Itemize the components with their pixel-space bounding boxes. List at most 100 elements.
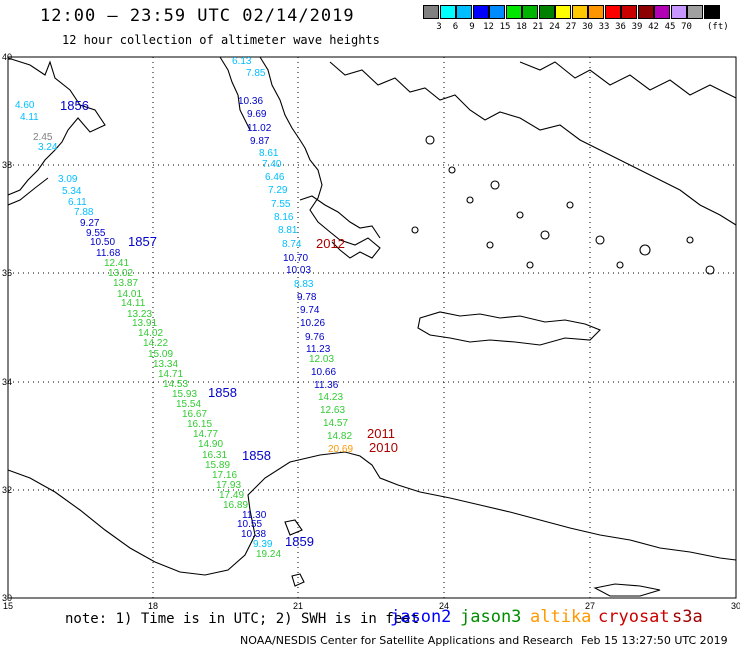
legend-swatch <box>604 5 621 19</box>
pass-time-label: 2012 <box>316 236 345 251</box>
coastline-crete <box>417 311 601 346</box>
wave-height-value: 13.91 <box>132 318 157 329</box>
wave-height-value: 12.41 <box>104 258 129 269</box>
legend-tick-label: 27 <box>565 22 577 32</box>
wave-height-value: 12.03 <box>309 354 334 365</box>
coastline-cyrenaica-islet <box>284 519 303 536</box>
wave-height-value: 2.45 <box>33 132 53 143</box>
wave-height-value: 10.38 <box>241 529 266 540</box>
wave-height-value: 14.77 <box>193 429 218 440</box>
longitude-label: 21 <box>293 601 303 611</box>
wave-height-value: 16.15 <box>187 419 212 430</box>
wave-height-value: 11.36 <box>314 380 339 391</box>
island <box>616 261 624 269</box>
wave-height-value: 10.03 <box>286 265 311 276</box>
wave-height-value: 3.09 <box>58 174 78 185</box>
wave-height-value: 14.71 <box>158 369 183 380</box>
legend-tick-label: 18 <box>516 22 527 32</box>
wave-height-value: 17.49 <box>219 490 244 501</box>
wave-height-value: 17.16 <box>212 470 237 481</box>
island <box>705 265 715 275</box>
latitude-label: 34 <box>2 377 12 387</box>
wave-height-value: 6.46 <box>265 172 285 183</box>
subtitle: 12 hour collection of altimeter wave hei… <box>62 33 380 47</box>
wave-height-value: 14.53 <box>163 379 188 390</box>
wave-height-value: 7.85 <box>246 68 266 79</box>
legend-swatch <box>439 5 456 19</box>
legend-swatch <box>621 5 637 19</box>
wave-height-value: 16.31 <box>202 450 227 461</box>
island <box>425 135 435 145</box>
wave-height-value: 15.09 <box>148 349 173 360</box>
wave-height-value: 10.50 <box>90 237 115 248</box>
wave-height-value: 13.34 <box>153 359 178 370</box>
wave-height-value: 7.88 <box>74 207 94 218</box>
wave-height-value: 7.29 <box>268 185 288 196</box>
longitude-label: 18 <box>148 601 158 611</box>
legend-swatch <box>588 5 604 19</box>
wave-height-value: 15.89 <box>205 460 230 471</box>
coastline-greece-west <box>259 56 381 259</box>
wave-height-value: 13.87 <box>113 278 138 289</box>
legend-tick-label: 6 <box>452 22 459 32</box>
island <box>526 261 534 269</box>
pass-time-label: 1859 <box>285 534 314 549</box>
legend-tick-label: 70 <box>681 22 692 32</box>
legend-swatch <box>505 5 522 19</box>
wave-height-value: 10.36 <box>238 96 263 107</box>
pass-time-label: 2011 <box>367 426 395 441</box>
wave-height-value: 9.76 <box>305 332 325 343</box>
wave-height-value: 4.11 <box>20 112 39 123</box>
generation-timestamp: Feb 15 13:27:50 UTC 2019 <box>581 634 728 647</box>
latitude-label: 36 <box>2 268 12 278</box>
wave-height-value: 11.68 <box>96 248 121 259</box>
latitude-label: 32 <box>2 485 12 495</box>
wave-height-value: 9.78 <box>297 292 317 303</box>
legend-swatch <box>522 5 538 19</box>
longitude-label: 30 <box>731 601 740 611</box>
legend-swatch <box>456 5 472 19</box>
legend-tick-label: 12 <box>483 22 494 32</box>
legend-tick-label: 33 <box>598 22 610 32</box>
legend-tick-label: 36 <box>615 22 626 32</box>
legend-swatch <box>423 5 439 19</box>
longitude-label: 24 <box>439 601 449 611</box>
legend-swatch <box>489 5 505 19</box>
wave-height-value: 10.70 <box>283 253 308 264</box>
legend-swatch <box>538 5 555 19</box>
legend-swatch <box>703 5 720 19</box>
wave-height-value: 7.55 <box>271 199 291 210</box>
latitude-label: 40 <box>2 52 12 62</box>
coastline-aegean-north <box>329 61 737 226</box>
wave-height-value: 14.57 <box>323 418 348 429</box>
legend-tick-label: 24 <box>549 22 560 32</box>
wave-height-value: 20.69 <box>328 444 353 455</box>
wave-height-value: 14.90 <box>198 439 223 450</box>
pass-time-label: 1856 <box>60 98 89 113</box>
wave-height-value: 9.69 <box>247 109 267 120</box>
wave-height-value: 14.11 <box>121 298 146 309</box>
wave-height-value: 8.81 <box>278 225 298 236</box>
island <box>490 180 500 190</box>
wave-height-value: 14.82 <box>327 431 352 442</box>
coastline-albania <box>219 56 251 131</box>
wave-height-value: 14.23 <box>318 392 343 403</box>
footnote: note: 1) Time is in UTC; 2) SWH is in fe… <box>65 611 420 627</box>
wave-height-value: 13.23 <box>127 309 152 320</box>
island <box>639 244 651 256</box>
island <box>466 196 474 204</box>
wave-height-value: 10.55 <box>237 519 262 530</box>
wave-height-value: 13.02 <box>108 268 133 279</box>
legend-swatch <box>555 5 571 19</box>
wave-height-value: 9.55 <box>86 228 106 239</box>
wave-height-value: 8.83 <box>294 279 314 290</box>
pass-time-label: 1857 <box>128 234 157 249</box>
wave-height-value: 7.40 <box>262 159 282 170</box>
legend-swatch <box>654 5 670 19</box>
island <box>566 201 574 209</box>
satellite-label-cryosat: cryosat <box>598 607 670 627</box>
altimeter-track-values: 4.604.11 2.453.24 3.095.346.117.889.279.55… <box>15 56 353 560</box>
wave-height-value: 11.23 <box>306 344 331 355</box>
legend-swatch <box>637 5 654 19</box>
